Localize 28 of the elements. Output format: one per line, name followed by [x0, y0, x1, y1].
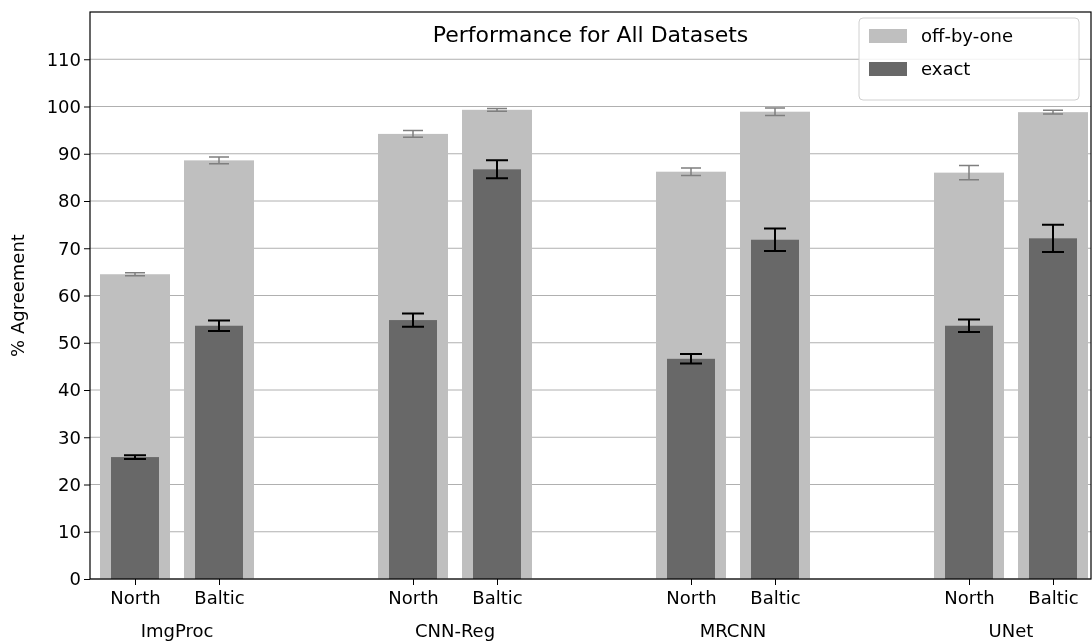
- y-tick-label: 60: [58, 284, 81, 306]
- x-tick-label: Baltic: [194, 587, 245, 609]
- text: CNN-Reg: [414, 620, 496, 641]
- x-tick-label: North: [388, 587, 439, 609]
- y-tick-label: 100: [46, 95, 81, 117]
- x-tick-label: Baltic: [472, 587, 523, 609]
- text: UNet: [988, 620, 1034, 641]
- x-tick-label: Baltic: [1028, 587, 1079, 609]
- y-tick-label: 80: [58, 190, 81, 212]
- y-tick-label: 70: [58, 237, 81, 259]
- y-tick-label: 50: [58, 332, 81, 354]
- y-tick-label: 10: [58, 521, 81, 543]
- y-tick-label: 30: [58, 426, 81, 448]
- x-tick-label: North: [666, 587, 717, 609]
- y-tick-label: 110: [46, 48, 81, 70]
- x-tick-label: North: [110, 587, 161, 609]
- y-tick-label: 20: [58, 473, 81, 495]
- text: MRCNN: [699, 620, 767, 641]
- legend-label: exact: [921, 58, 971, 80]
- y-tick-label: 0: [69, 568, 81, 590]
- y-axis-title: % Agreement: [7, 234, 28, 357]
- y-tick-label: 40: [58, 379, 81, 401]
- text: ImgProc: [140, 620, 214, 641]
- text: Performance for All Datasets: [432, 22, 749, 47]
- y-tick-label: 90: [58, 143, 81, 165]
- x-tick-label: North: [944, 587, 995, 609]
- x-tick-label: Baltic: [750, 587, 801, 609]
- legend-label: off-by-one: [921, 25, 1013, 47]
